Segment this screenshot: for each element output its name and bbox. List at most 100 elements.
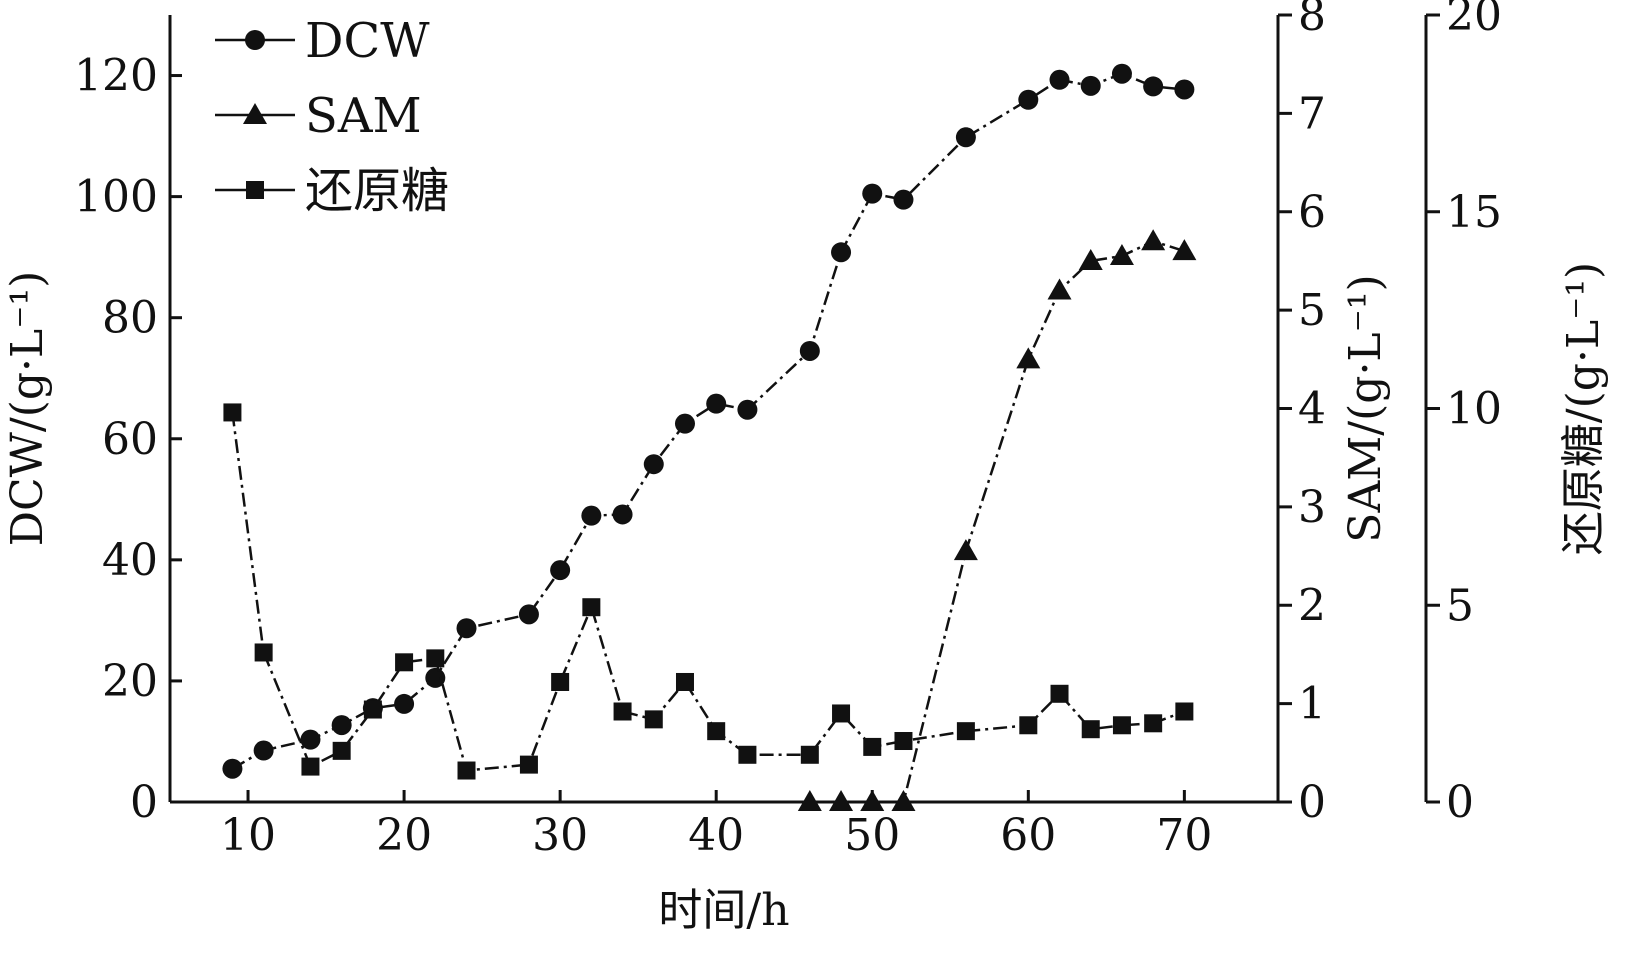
x-axis-title: 时间/h [658, 885, 789, 936]
sugar-point [223, 403, 242, 422]
x-tick-label: 70 [1156, 810, 1212, 861]
sugar-series [223, 403, 1194, 780]
sam-tick-label: 7 [1298, 88, 1326, 139]
dcw-point [581, 505, 602, 526]
sugar-tick-label: 0 [1446, 777, 1474, 828]
legend-label-sugar: 还原糖 [305, 163, 449, 219]
sugar-point [1112, 716, 1131, 735]
sugar-point [1019, 716, 1038, 735]
dcw-tick-label: 60 [102, 414, 158, 465]
dcw-tick-label: 100 [74, 172, 158, 223]
sam-point [1047, 278, 1072, 300]
sugar-point [332, 741, 351, 760]
dcw-point [425, 667, 446, 688]
dcw-point [737, 399, 758, 420]
sam-tick-label: 5 [1298, 285, 1326, 336]
sam-tick-label: 1 [1298, 679, 1326, 730]
sam-point [1109, 244, 1134, 266]
sam-tick-label: 3 [1298, 482, 1326, 533]
x-tick-label: 20 [376, 810, 432, 861]
legend-marker-sugar [246, 181, 264, 199]
dcw-series [222, 63, 1195, 779]
dcw-point [893, 189, 914, 210]
sugar-point [1081, 720, 1100, 739]
sam-point [1078, 248, 1103, 270]
sugar-point [457, 761, 476, 780]
dcw-point [331, 715, 352, 736]
sam-point [1172, 239, 1197, 261]
dcw-point [955, 127, 976, 148]
legend-label-sam: SAM [305, 88, 422, 144]
sugar-point [551, 672, 570, 691]
legend-item-dcw: DCW [215, 13, 430, 69]
dcw-point [643, 454, 664, 475]
dcw-point [674, 413, 695, 434]
sugar-point [582, 598, 601, 617]
sam-point [860, 790, 885, 811]
dcw-point [300, 729, 321, 750]
sam-point [1141, 229, 1166, 251]
dcw-point [1018, 89, 1039, 110]
sam-point [891, 790, 916, 811]
dcw-tick-label: 40 [102, 535, 158, 586]
x-tick-label: 10 [220, 810, 276, 861]
sugar-point [956, 722, 975, 741]
sugar-point [363, 700, 382, 719]
axes: 10 20 30 40 50 60 7002040608010012001234567805… [74, 0, 1502, 861]
dcw-point [862, 183, 883, 204]
sugar-point [519, 755, 538, 774]
sugar-point [738, 745, 757, 764]
dcw-point [799, 340, 820, 361]
sam-tick-label: 4 [1298, 384, 1326, 435]
series-group [222, 63, 1197, 811]
sam-point [953, 539, 978, 561]
sugar-line [231, 412, 1185, 772]
sam-tick-label: 8 [1298, 0, 1326, 41]
sugar-point [1050, 684, 1069, 703]
x-tick-label: 40 [688, 810, 744, 861]
sugar-point [301, 757, 320, 776]
sugar-tick-label: 20 [1446, 0, 1502, 41]
dcw-point [456, 618, 477, 639]
sugar-point [1175, 702, 1194, 721]
dcw-point [1080, 75, 1101, 96]
dcw-point [1111, 63, 1132, 84]
x-tick-label: 50 [844, 810, 900, 861]
sam-tick-label: 0 [1298, 777, 1326, 828]
sugar-point [800, 745, 819, 764]
dcw-point [222, 758, 243, 779]
sugar-tick-label: 5 [1446, 580, 1474, 631]
sam-axis-title: SAM/(g·L⁻¹) [1340, 274, 1391, 542]
dcw-tick-label: 80 [102, 293, 158, 344]
sugar-point [613, 702, 632, 721]
sugar-point [426, 649, 445, 668]
sugar-tick-label: 15 [1446, 187, 1502, 238]
legend-item-sugar: 还原糖 [215, 163, 449, 219]
dcw-tick-label: 120 [74, 51, 158, 102]
sugar-point [832, 704, 851, 723]
x-tick-label: 30 [532, 810, 588, 861]
legend-marker-sam [243, 103, 267, 124]
legend-item-sam: SAM [215, 88, 422, 144]
dcw-point [394, 693, 415, 714]
sugar-point [894, 732, 913, 751]
dcw-point [253, 740, 274, 761]
dcw-tick-label: 0 [130, 777, 158, 828]
sugar-tick-label: 10 [1446, 384, 1502, 435]
x-tick-label: 60 [1000, 810, 1056, 861]
dcw-tick-label: 20 [102, 656, 158, 707]
dcw-point [706, 393, 727, 414]
sugar-point [707, 722, 726, 741]
dcw-point [518, 604, 539, 625]
sugar-point [1144, 714, 1163, 733]
sam-point [1016, 347, 1041, 369]
sugar-point [254, 643, 273, 662]
sam-tick-label: 6 [1298, 187, 1326, 238]
dcw-point [612, 504, 633, 525]
dcw-point [831, 242, 852, 263]
legend-marker-dcw [245, 30, 265, 50]
dcw-point [1174, 79, 1195, 100]
sam-series [797, 229, 1197, 811]
sam-tick-label: 2 [1298, 580, 1326, 631]
